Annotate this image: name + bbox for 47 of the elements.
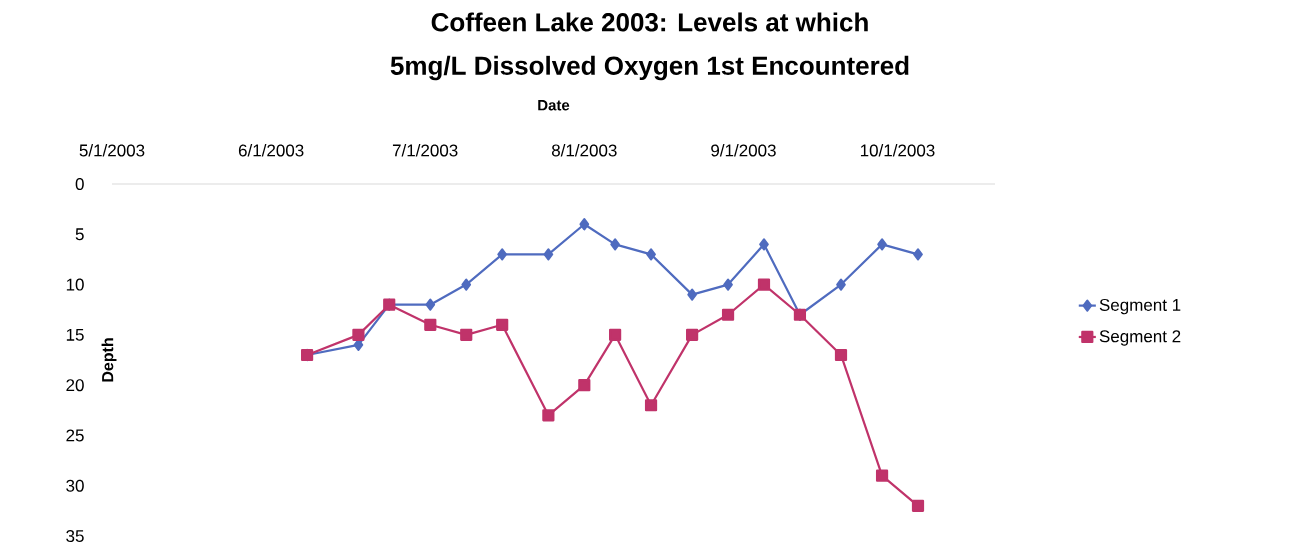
y-tick-label: 15 xyxy=(66,328,84,341)
y-axis-title: Depth xyxy=(101,338,117,382)
point xyxy=(610,238,620,251)
point xyxy=(578,379,591,392)
point xyxy=(461,278,472,291)
point xyxy=(460,328,473,341)
y-tick-label: 35 xyxy=(66,529,84,543)
point xyxy=(424,318,437,331)
y-tick-label: 25 xyxy=(66,429,84,442)
point xyxy=(609,328,622,341)
point xyxy=(687,288,697,301)
point xyxy=(543,248,554,261)
legend-label: Segment 2 xyxy=(1099,330,1181,346)
point xyxy=(425,298,436,311)
point xyxy=(542,409,555,422)
point xyxy=(352,328,365,341)
point xyxy=(911,499,925,512)
y-tick-label: 20 xyxy=(66,379,84,392)
point xyxy=(579,218,590,231)
point xyxy=(913,248,923,261)
y-tick-label: 5 xyxy=(75,228,84,241)
chart-subtitle: 5mg/L Dissolved Oxygen 1st Encountered xyxy=(390,55,909,81)
point xyxy=(497,248,508,261)
y-tick-label: 0 xyxy=(75,177,84,191)
x-tick-label: 6/1/2003 xyxy=(238,144,304,157)
y-tick-label: 30 xyxy=(66,479,84,492)
x-tick-label: 8/1/2003 xyxy=(551,144,617,157)
chart-title: Coffeen Lake 2003: Levels at which xyxy=(431,12,868,32)
x-tick-label: 5/1/2003 xyxy=(79,144,145,157)
point xyxy=(877,238,887,251)
point xyxy=(875,469,889,482)
point xyxy=(834,348,848,362)
point xyxy=(721,308,735,321)
point xyxy=(757,278,771,291)
x-tick-label: 10/1/2003 xyxy=(860,144,935,157)
point xyxy=(496,318,509,331)
legend-label: Segment 1 xyxy=(1099,298,1181,315)
x-tick-label: 9/1/2003 xyxy=(711,144,776,157)
x-axis-title: Date xyxy=(538,100,570,111)
point xyxy=(836,278,846,291)
y-tick-label: 10 xyxy=(66,278,84,291)
point xyxy=(686,328,699,341)
x-tick-label: 7/1/2003 xyxy=(392,144,458,157)
point xyxy=(759,238,769,251)
point xyxy=(723,278,733,291)
point xyxy=(644,399,658,412)
point xyxy=(646,248,656,261)
